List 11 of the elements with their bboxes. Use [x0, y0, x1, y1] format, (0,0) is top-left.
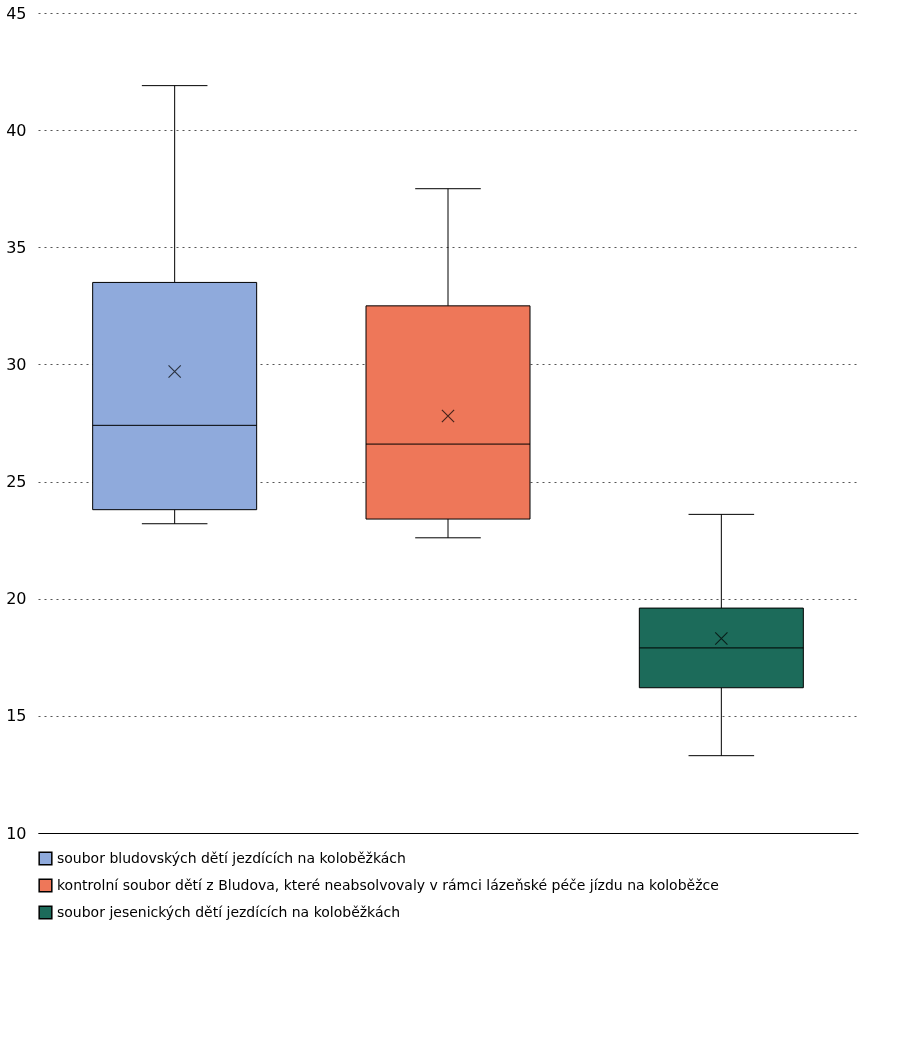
y-tick-label: 45 [6, 3, 27, 23]
y-tick-label: 20 [6, 589, 27, 609]
y-tick-label: 15 [6, 706, 27, 726]
y-tick-label: 30 [6, 354, 27, 374]
legend-label: soubor jesenických dětí jezdících na koloběžkách [57, 903, 401, 920]
legend-label: soubor bludovských dětí jezdících na koloběžkách [57, 849, 406, 866]
y-tick-label: 35 [6, 237, 27, 257]
y-tick-label: 10 [6, 823, 27, 843]
legend-label: kontrolní soubor dětí z Bludova, které neabsolvovaly v rámci lázeňské péče jízdu na koloběžce [57, 876, 719, 893]
y-tick-label: 25 [6, 472, 27, 492]
y-tick-label: 40 [6, 120, 27, 140]
